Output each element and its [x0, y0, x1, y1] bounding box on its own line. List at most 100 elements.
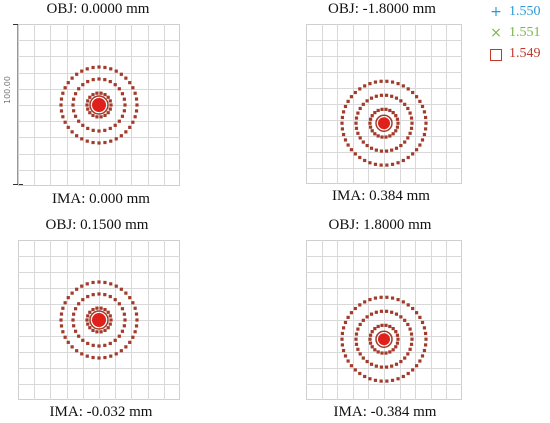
spot-point	[390, 149, 393, 152]
legend-symbol-plus: +	[489, 4, 503, 20]
legend-symbol-square	[490, 49, 502, 61]
spot-point	[424, 127, 427, 130]
spot-point	[75, 134, 78, 137]
spot-point	[395, 147, 398, 150]
spot-point	[64, 86, 67, 89]
spot-point	[363, 84, 366, 87]
spot-point	[395, 97, 398, 100]
spot-point	[61, 307, 64, 310]
spot-point	[77, 120, 80, 123]
spot-point	[403, 319, 406, 322]
spot-point	[109, 355, 112, 358]
spot-point	[342, 326, 345, 329]
spot-point	[368, 338, 371, 341]
spot-point	[91, 308, 94, 311]
spot-point	[380, 135, 383, 138]
spot-point	[103, 129, 106, 132]
spot-point	[363, 159, 366, 162]
spot-point	[91, 66, 94, 69]
spot-panel-br	[306, 240, 462, 400]
spot-point	[359, 107, 362, 110]
spot-point	[67, 296, 70, 299]
panel-br-ima-label: IMA: -0.384 mm	[334, 404, 437, 421]
spot-point	[341, 343, 344, 346]
spot-point	[86, 282, 89, 285]
spot-point	[118, 335, 121, 338]
spot-point	[366, 144, 369, 147]
spot-panel-tr	[306, 24, 462, 184]
spot-point	[370, 313, 373, 316]
spot-point	[362, 319, 365, 322]
spot-point	[67, 126, 70, 129]
spot-point	[97, 356, 100, 359]
spot-point	[118, 87, 121, 90]
spot-point	[410, 122, 413, 125]
spot-point	[60, 312, 63, 315]
spot-point	[128, 81, 131, 84]
spot-point	[406, 107, 409, 110]
spot-point	[415, 364, 418, 367]
spot-point	[374, 80, 377, 83]
spot-point	[391, 296, 394, 299]
spot-point	[95, 307, 98, 310]
spot-point	[359, 352, 362, 355]
spot-point	[88, 311, 91, 314]
spot-point	[394, 114, 397, 117]
panel-bl-ima-label: IMA: -0.032 mm	[50, 404, 153, 421]
spot-point	[99, 92, 102, 95]
spot-point	[135, 324, 138, 327]
spot-point	[103, 66, 106, 69]
spot-point	[368, 377, 371, 380]
spot-point	[86, 99, 89, 102]
spot-point	[368, 161, 371, 164]
spot-point	[374, 163, 377, 166]
spot-point	[385, 310, 388, 313]
spot-point	[60, 97, 63, 100]
spot-point	[402, 300, 405, 303]
spot-point	[368, 122, 371, 125]
spot-point	[121, 307, 124, 310]
spot-point	[391, 379, 394, 382]
spot-point	[109, 80, 112, 83]
panel-tr-obj-label: OBJ: -1.8000 mm	[328, 1, 436, 18]
spot-point	[86, 127, 89, 130]
spot-point	[395, 313, 398, 316]
spot-point	[396, 338, 399, 341]
spot-point	[403, 356, 406, 359]
spot-point	[109, 140, 112, 143]
spot-point	[396, 377, 399, 380]
spot-point	[71, 103, 74, 106]
spot-point	[71, 292, 74, 295]
spot-point	[81, 124, 84, 127]
spot-point	[91, 141, 94, 144]
spot-point	[424, 116, 427, 119]
spot-point	[399, 144, 402, 147]
spot-point	[131, 86, 134, 89]
spot-point	[61, 115, 64, 118]
spot-point	[121, 92, 124, 95]
spot-point	[120, 288, 123, 291]
spot-point	[411, 368, 414, 371]
spot-point	[81, 83, 84, 86]
spot-point	[86, 108, 89, 111]
spot-point	[92, 344, 95, 347]
spot-point	[91, 114, 94, 117]
spot-point	[409, 348, 412, 351]
spot-point	[362, 140, 365, 143]
spot-point	[388, 325, 391, 328]
spot-point	[355, 343, 358, 346]
spot-point	[368, 298, 371, 301]
spot-point	[371, 114, 374, 117]
spot-point	[103, 344, 106, 347]
spot-point	[354, 338, 357, 341]
spot-point	[391, 163, 394, 166]
spot-point	[109, 323, 112, 326]
spot-point	[380, 164, 383, 167]
spot-point	[363, 375, 366, 378]
spot-point	[380, 324, 383, 327]
spot-point	[109, 342, 112, 345]
spot-point	[72, 98, 75, 101]
spot-point	[59, 103, 62, 106]
legend-label-1549: 1.549	[509, 46, 541, 62]
spot-point	[396, 82, 399, 85]
